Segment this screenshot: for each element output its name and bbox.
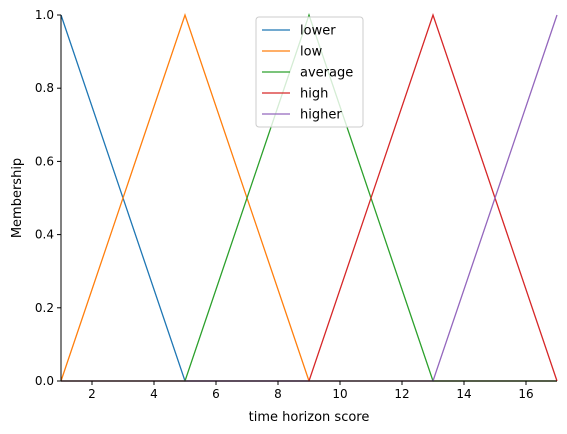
y-tick-label: 0.8 xyxy=(35,81,54,95)
y-axis-label: Membership xyxy=(10,158,25,238)
legend-label-lower: lower xyxy=(300,24,336,39)
x-tick-label: 2 xyxy=(88,387,96,401)
legend-box xyxy=(255,16,364,128)
x-tick-label: 12 xyxy=(394,387,409,401)
x-tick-label: 8 xyxy=(274,387,282,401)
x-tick-label: 6 xyxy=(212,387,220,401)
y-tick-label: 0.2 xyxy=(35,301,54,315)
ticks-layer: 2 4 6 8 10 12 14 16 0.0 0.2 0.4 0.6 0.8 1.0 xyxy=(35,8,534,401)
legend-label-high: high xyxy=(300,87,328,102)
legend: lower low average high higher xyxy=(255,16,364,128)
legend-label-low: low xyxy=(300,45,323,60)
x-axis-label: time horizon score xyxy=(249,410,370,425)
x-tick-label: 10 xyxy=(332,387,347,401)
axes-layer xyxy=(60,15,557,382)
y-tick-label: 0.4 xyxy=(35,228,54,242)
y-tick-label: 0.0 xyxy=(35,374,54,388)
y-tick-label: 1.0 xyxy=(35,8,54,22)
legend-label-higher: higher xyxy=(300,108,342,123)
legend-label-average: average xyxy=(300,66,353,81)
y-tick-label: 0.6 xyxy=(35,154,54,168)
x-tick-label: 4 xyxy=(150,387,158,401)
x-tick-label: 14 xyxy=(456,387,471,401)
x-tick-label: 16 xyxy=(518,387,533,401)
